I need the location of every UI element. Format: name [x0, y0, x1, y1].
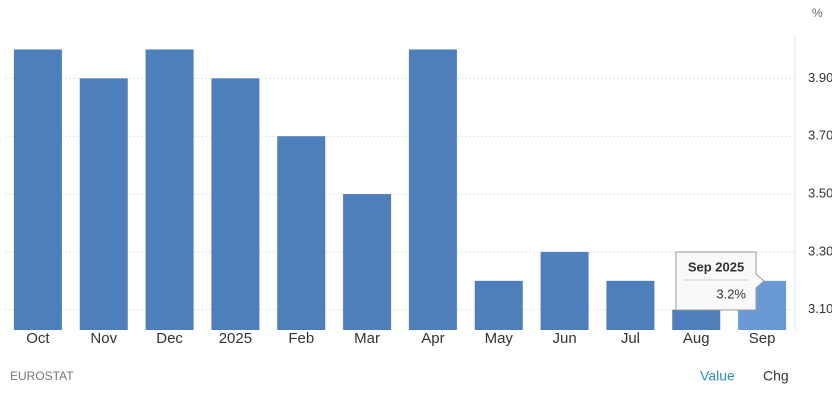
x-tick-label: Sep — [749, 330, 776, 347]
x-tick-label: Jun — [552, 330, 576, 347]
bar — [474, 280, 523, 330]
bar — [408, 49, 457, 330]
bar — [13, 49, 62, 330]
tooltip-value: 3.2% — [716, 286, 746, 301]
tooltip-box — [675, 251, 765, 311]
x-tick-label: Apr — [421, 330, 444, 347]
x-tick-label: May — [485, 330, 514, 347]
x-tick-label: Nov — [90, 330, 117, 347]
bar — [343, 194, 392, 330]
y-tick-label: 3.50 — [808, 186, 832, 201]
unit-label: % — [812, 6, 823, 20]
y-tick-label: 3.10 — [808, 301, 832, 316]
bar — [606, 280, 655, 330]
source: EUROSTAT — [10, 369, 74, 383]
bar — [540, 251, 589, 330]
x-tick-label: Jul — [621, 330, 640, 347]
y-tick-label: 3.90 — [808, 70, 832, 85]
x-tick-label: Dec — [156, 330, 183, 347]
value-button[interactable]: Value — [700, 368, 735, 384]
plot-area: 3.10 3.30 3.50 3.70 3.90 Oct Nov Dec 2025 Feb Mar A… — [5, 49, 832, 347]
bar — [672, 309, 721, 330]
x-tick-label: Oct — [26, 330, 50, 347]
bar — [211, 78, 260, 330]
y-tick-label: 3.70 — [808, 128, 832, 143]
bar — [145, 49, 194, 330]
chg-button[interactable]: Chg — [763, 368, 789, 384]
tooltip: Sep 2025 3.2% — [675, 251, 765, 311]
x-tick-label: 2025 — [219, 330, 252, 347]
x-tick-label: Feb — [288, 330, 314, 347]
tooltip-title: Sep 2025 — [688, 259, 744, 274]
x-tick-label: Mar — [354, 330, 380, 347]
x-tick-label: Aug — [683, 330, 710, 347]
y-tick-label: 3.30 — [808, 243, 832, 258]
bar — [277, 136, 326, 330]
bar — [79, 78, 128, 330]
